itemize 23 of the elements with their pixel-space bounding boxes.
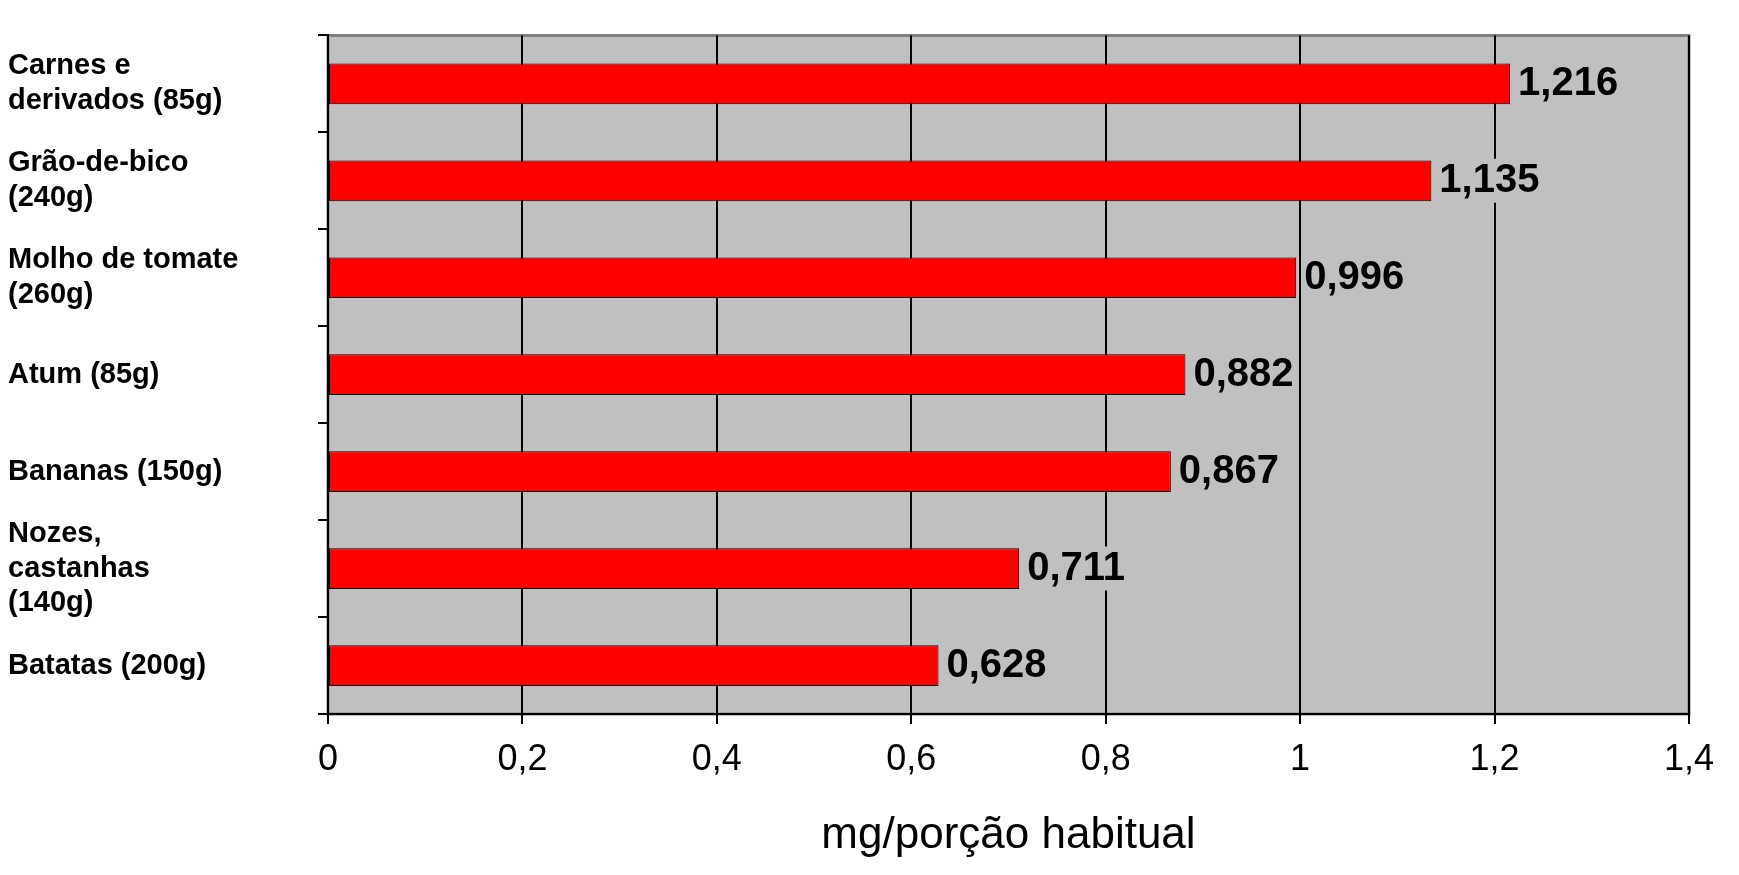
data-label: 0,867 — [1178, 446, 1279, 491]
data-label: 0,628 — [946, 640, 1047, 685]
x-tick-label: 1,4 — [1663, 736, 1714, 778]
x-tick-label: 0,4 — [691, 736, 742, 778]
y-tick-label: Batatas (200g) — [8, 647, 207, 680]
y-tick-label: Bananas (150g) — [8, 453, 223, 486]
x-tick-label: 0 — [317, 736, 339, 778]
x-tick-label: 1 — [1290, 736, 1311, 778]
y-tick-label: Molho de tomate (260g) — [8, 242, 239, 310]
x-tick-label: 0,6 — [886, 736, 937, 778]
data-label: 0,882 — [1193, 349, 1294, 394]
x-tick-label: 0,2 — [497, 736, 548, 778]
data-label: 1,135 — [1439, 155, 1540, 200]
x-tick-label: 1,2 — [1469, 736, 1520, 778]
data-label: 0,996 — [1304, 252, 1405, 297]
y-tick-label: Nozes, castanhas (140g) — [8, 515, 150, 618]
data-label: 1,216 — [1518, 58, 1619, 103]
y-tick-label: Carnes e derivados (85g) — [8, 48, 223, 116]
y-tick-label: Grão-de-bico (240g) — [8, 145, 189, 213]
data-label: 0,711 — [1027, 543, 1126, 588]
x-tick-label: 0,8 — [1080, 736, 1131, 778]
y-tick-label: Atum (85g) — [8, 356, 160, 389]
x-axis-title: mg/porção habitual — [821, 807, 1196, 857]
